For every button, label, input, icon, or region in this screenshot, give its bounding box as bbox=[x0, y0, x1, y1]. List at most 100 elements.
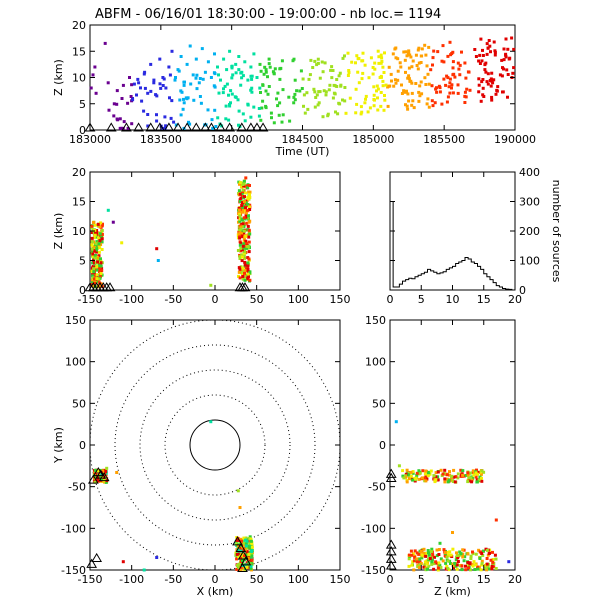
source-point bbox=[361, 59, 365, 63]
source-point bbox=[405, 54, 409, 58]
source-point bbox=[246, 78, 250, 82]
source-point bbox=[243, 269, 247, 272]
source-point bbox=[332, 91, 336, 95]
station-marker bbox=[236, 122, 248, 132]
x-tick-label: 183000 bbox=[69, 133, 111, 146]
source-point bbox=[227, 118, 231, 122]
source-point bbox=[407, 49, 411, 53]
source-point bbox=[238, 257, 242, 260]
source-point bbox=[237, 189, 241, 193]
y-axis-label: Z (km) bbox=[52, 59, 65, 96]
source-point bbox=[341, 98, 344, 102]
source-point bbox=[95, 229, 99, 232]
source-point bbox=[152, 78, 156, 82]
source-point bbox=[446, 480, 450, 484]
source-point bbox=[250, 552, 254, 556]
axis-labels: 183000 183500 184000 184500 185000 185500 1900… bbox=[52, 19, 563, 598]
source-point bbox=[99, 243, 103, 246]
source-point bbox=[423, 560, 427, 564]
source-point bbox=[249, 115, 253, 119]
source-point bbox=[246, 268, 250, 271]
source-point bbox=[93, 228, 97, 232]
source-point bbox=[415, 64, 419, 67]
source-point bbox=[476, 567, 480, 571]
source-point bbox=[224, 117, 228, 121]
source-point bbox=[250, 86, 254, 90]
source-point bbox=[195, 73, 199, 77]
source-point bbox=[235, 538, 239, 542]
source-point bbox=[483, 68, 487, 72]
x-tick-label: -150 bbox=[78, 573, 103, 586]
source-point bbox=[243, 271, 246, 275]
source-point bbox=[189, 82, 193, 86]
source-point bbox=[445, 564, 449, 568]
source-point bbox=[453, 480, 457, 484]
source-point bbox=[431, 104, 435, 108]
source-point bbox=[238, 234, 242, 237]
source-point bbox=[244, 538, 247, 542]
source-point bbox=[485, 80, 489, 84]
source-point bbox=[303, 111, 307, 115]
source-point bbox=[298, 89, 302, 93]
x-tick-label: 10 bbox=[446, 573, 460, 586]
source-point bbox=[246, 203, 250, 206]
source-point bbox=[241, 546, 244, 550]
source-point bbox=[472, 473, 476, 477]
source-point bbox=[237, 544, 241, 548]
source-point bbox=[238, 267, 242, 271]
source-point bbox=[504, 37, 508, 41]
source-point bbox=[456, 560, 460, 563]
source-point bbox=[432, 474, 436, 478]
source-point bbox=[247, 205, 251, 209]
source-point bbox=[451, 547, 455, 551]
source-point bbox=[462, 559, 466, 563]
source-point bbox=[474, 552, 478, 556]
source-point bbox=[424, 479, 428, 483]
source-point bbox=[236, 548, 240, 552]
x-tick-label: -50 bbox=[164, 573, 182, 586]
source-point bbox=[233, 95, 237, 99]
source-point bbox=[381, 79, 385, 83]
source-point bbox=[451, 60, 455, 64]
histogram-bars bbox=[390, 201, 515, 291]
source-point bbox=[404, 103, 407, 107]
source-point bbox=[229, 101, 232, 105]
source-point bbox=[407, 99, 411, 103]
source-point bbox=[155, 113, 158, 117]
source-point bbox=[505, 68, 509, 72]
source-point bbox=[420, 92, 424, 96]
source-point bbox=[451, 480, 455, 483]
source-point bbox=[292, 95, 296, 99]
source-point bbox=[396, 57, 400, 61]
source-point bbox=[252, 105, 256, 109]
source-point bbox=[244, 201, 248, 205]
source-point bbox=[242, 182, 246, 186]
source-point bbox=[242, 536, 246, 540]
source-point bbox=[158, 57, 162, 61]
source-point bbox=[338, 102, 342, 106]
source-point bbox=[276, 104, 280, 108]
source-point bbox=[344, 111, 348, 115]
station-marker bbox=[235, 542, 247, 552]
source-point bbox=[492, 40, 496, 44]
source-point bbox=[436, 50, 440, 54]
source-point bbox=[244, 544, 248, 548]
source-point bbox=[182, 80, 186, 84]
source-point bbox=[316, 61, 320, 65]
source-point bbox=[421, 469, 425, 473]
source-point bbox=[281, 88, 285, 92]
source-point bbox=[448, 40, 452, 44]
source-point bbox=[244, 191, 248, 195]
source-point bbox=[99, 221, 103, 225]
source-point bbox=[90, 236, 94, 240]
source-point bbox=[376, 49, 380, 53]
source-point bbox=[466, 552, 470, 556]
source-point bbox=[372, 104, 376, 108]
source-point bbox=[409, 474, 413, 478]
source-point bbox=[241, 228, 245, 232]
source-point bbox=[259, 91, 262, 94]
source-point bbox=[99, 261, 103, 265]
source-point bbox=[93, 256, 97, 260]
source-point bbox=[241, 208, 245, 212]
source-point bbox=[247, 240, 251, 244]
